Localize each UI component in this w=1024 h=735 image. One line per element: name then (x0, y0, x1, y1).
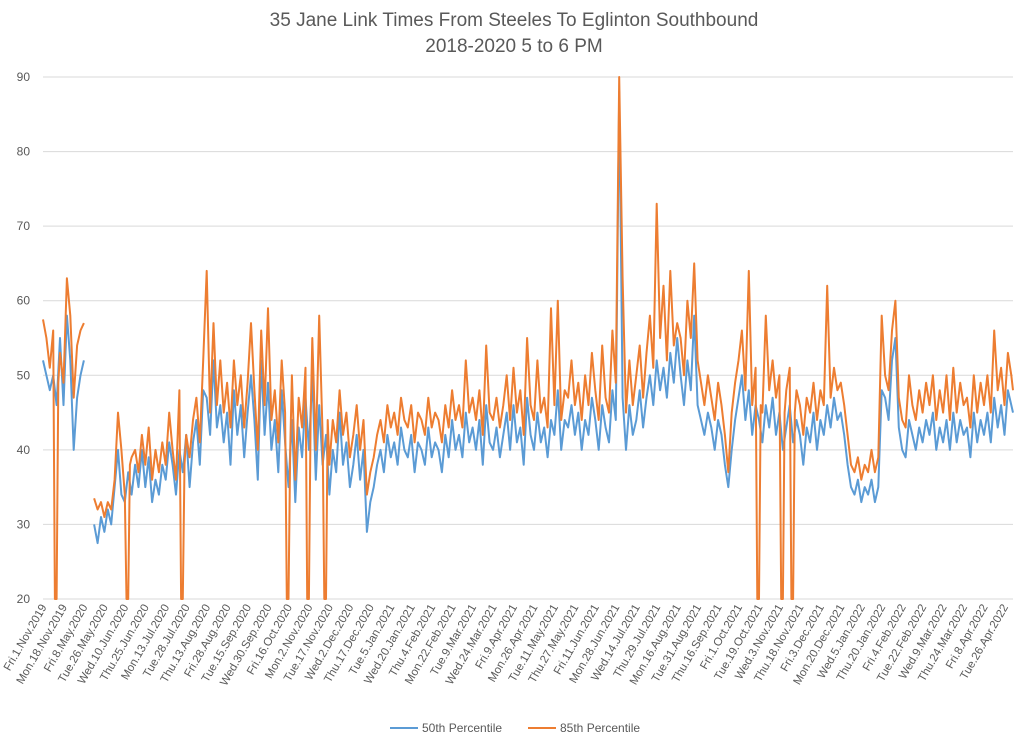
y-tick-label: 80 (17, 145, 31, 159)
legend-label: 85th Percentile (560, 721, 640, 735)
y-tick-label: 50 (17, 368, 31, 382)
y-tick-label: 30 (17, 517, 31, 531)
series-line-50th (42, 90, 1014, 545)
chart-title-line-1: 35 Jane Link Times From Steeles To Eglin… (270, 10, 759, 31)
y-tick-label: 40 (17, 443, 31, 457)
y-tick-label: 90 (17, 70, 31, 84)
y-tick-label: 60 (17, 294, 31, 308)
legend-label: 50th Percentile (422, 721, 502, 735)
y-axis-tick-labels: 20 30 40 50 60 70 80 90 (17, 70, 31, 606)
legend: 50th Percentile 85th Percentile (390, 721, 640, 735)
x-axis-tick-labels: Fri.1.Nov.2019Mon.18.Nov.2019Fri.8.May.2… (2, 602, 1011, 688)
series-lines (42, 76, 1014, 600)
y-tick-label: 70 (17, 219, 31, 233)
y-tick-label: 20 (17, 592, 31, 606)
chart-title-line-2: 2018-2020 5 to 6 PM (425, 36, 602, 57)
series-line-85th (42, 76, 1014, 600)
